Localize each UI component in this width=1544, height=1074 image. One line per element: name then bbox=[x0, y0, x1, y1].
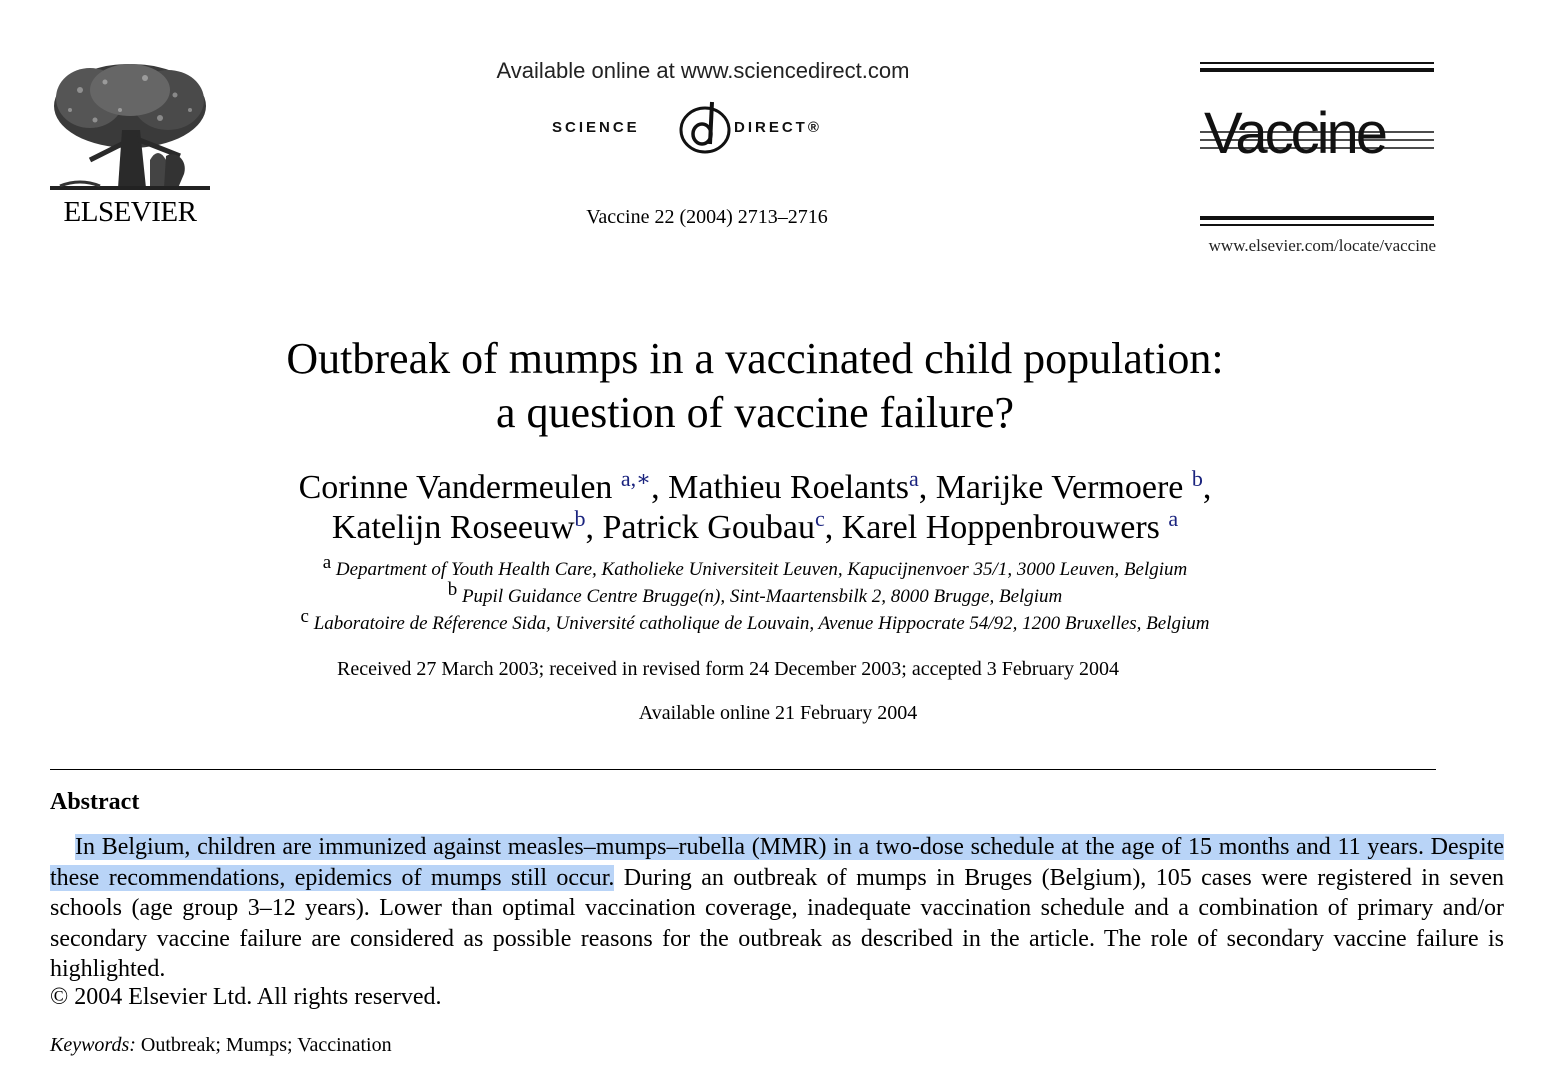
author-name[interactable]: Mathieu Roelants bbox=[668, 469, 909, 506]
keywords: Keywords: Outbreak; Mumps; Vaccination bbox=[50, 1034, 392, 1057]
sciencedirect-right-word: DIRECT® bbox=[734, 119, 822, 136]
affiliation-item: a Department of Youth Health Care, Katho… bbox=[100, 553, 1410, 583]
sciencedirect-available-text: Available online at www.sciencedirect.co… bbox=[496, 58, 910, 83]
affiliation-text: Laboratoire de Réference Sida, Universit… bbox=[313, 613, 1210, 634]
vaccine-logo-text: Vaccine bbox=[1204, 101, 1386, 166]
elsevier-wordmark: ELSEVIER bbox=[63, 196, 197, 228]
available-online-date: Available online 21 February 2004 bbox=[638, 702, 918, 724]
journal-reference: Vaccine 22 (2004) 2713–2716 bbox=[586, 206, 828, 228]
author-affiliation-marker[interactable]: b bbox=[574, 506, 586, 531]
article-title-line-2: a question of vaccine failure? bbox=[496, 388, 1014, 437]
keywords-label: Keywords: bbox=[50, 1034, 136, 1056]
author-list: Corinne Vandermeulen a,∗, Mathieu Roelan… bbox=[150, 468, 1360, 548]
affiliation-text: Department of Youth Health Care, Katholi… bbox=[335, 559, 1188, 580]
author-name[interactable]: Patrick Goubau bbox=[602, 509, 815, 546]
author-name[interactable]: Katelijn Roseeuw bbox=[331, 509, 575, 546]
author-line-1: Corinne Vandermeulen a,∗, Mathieu Roelan… bbox=[298, 466, 1212, 507]
vaccine-journal-logo: Vaccine bbox=[1200, 60, 1436, 230]
affiliation-item: c Laboratoire de Réference Sida, Univers… bbox=[100, 607, 1410, 637]
abstract-text[interactable]: In Belgium, children are immunized again… bbox=[50, 832, 1504, 985]
vaccine-logo-graphic: Vaccine bbox=[1200, 62, 1434, 226]
author-name[interactable]: Corinne Vandermeulen bbox=[298, 469, 613, 506]
author-name[interactable]: Marijke Vermoere bbox=[935, 469, 1184, 506]
author-affiliation-marker[interactable]: a,∗ bbox=[620, 466, 652, 491]
author-name[interactable]: Karel Hoppenbrouwers bbox=[841, 509, 1160, 546]
affiliation-key: b bbox=[447, 579, 458, 600]
author-line-2: Katelijn Roseeuwb, Patrick Goubauc, Kare… bbox=[331, 506, 1179, 547]
article-title: Outbreak of mumps in a vaccinated child … bbox=[150, 332, 1360, 440]
affiliation-key: c bbox=[300, 606, 309, 627]
abstract-text-remainder[interactable]: During an outbreak of mumps in Bruges (B… bbox=[50, 864, 1505, 983]
sciencedirect-logo: SCIENCE DIRECT® bbox=[548, 100, 858, 162]
abstract-heading: Abstract bbox=[50, 789, 140, 815]
received-dates: Received 27 March 2003; received in revi… bbox=[337, 658, 1119, 680]
elsevier-logo: ELSEVIER bbox=[50, 60, 210, 230]
author-affiliation-marker[interactable]: a bbox=[1168, 506, 1179, 531]
article-title-line-1: Outbreak of mumps in a vaccinated child … bbox=[286, 334, 1224, 383]
section-divider bbox=[50, 769, 1436, 770]
affiliation-text: Pupil Guidance Centre Brugge(n), Sint-Ma… bbox=[461, 586, 1063, 607]
sciencedirect-left-word: SCIENCE bbox=[552, 119, 640, 136]
journal-url[interactable]: www.elsevier.com/locate/vaccine bbox=[1208, 236, 1436, 255]
affiliation-item: b Pupil Guidance Centre Brugge(n), Sint-… bbox=[100, 580, 1410, 610]
elsevier-tree-icon bbox=[50, 60, 210, 194]
affiliation-list: a Department of Youth Health Care, Katho… bbox=[100, 553, 1410, 637]
author-affiliation-marker[interactable]: a bbox=[908, 466, 919, 491]
sciencedirect-d-icon bbox=[679, 101, 731, 154]
keywords-value: Outbreak; Mumps; Vaccination bbox=[140, 1034, 392, 1056]
copyright-notice: © 2004 Elsevier Ltd. All rights reserved… bbox=[50, 984, 442, 1010]
affiliation-key: a bbox=[322, 552, 332, 573]
author-affiliation-marker[interactable]: b bbox=[1191, 466, 1203, 491]
author-affiliation-marker[interactable]: c bbox=[814, 506, 825, 531]
